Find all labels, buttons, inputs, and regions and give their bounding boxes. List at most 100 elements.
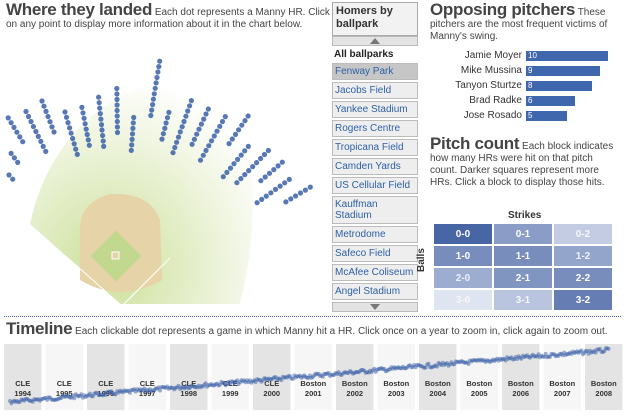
timeline-game-dot[interactable] — [593, 350, 598, 355]
hr-dot[interactable] — [268, 190, 274, 196]
hr-dot[interactable] — [239, 122, 245, 128]
hr-dot[interactable] — [229, 136, 235, 142]
pitcher-row[interactable]: Jamie Moyer 10 — [430, 48, 622, 63]
hr-dot[interactable] — [15, 159, 21, 165]
hr-dot[interactable] — [114, 85, 120, 92]
hr-dot[interactable] — [152, 85, 158, 91]
pitch-count-cell[interactable]: 2-2 — [554, 268, 612, 288]
all-ballparks-option[interactable]: All ballparks — [334, 49, 394, 60]
hr-dot[interactable] — [242, 148, 248, 154]
pitch-count-cell[interactable]: 1-2 — [554, 246, 612, 266]
hr-dot[interactable] — [254, 160, 260, 166]
hr-dot[interactable] — [71, 141, 77, 147]
timeline-game-dot[interactable] — [176, 383, 181, 388]
hr-dot[interactable] — [242, 118, 248, 124]
hr-dot[interactable] — [20, 139, 26, 145]
ballpark-item-mcafee-coliseum[interactable]: McAfee Coliseum — [332, 264, 418, 281]
pitcher-bar[interactable]: 8 — [526, 81, 592, 91]
hr-dot[interactable] — [293, 193, 299, 199]
hr-dot[interactable] — [258, 155, 264, 162]
pitcher-row[interactable]: Brad Radke 6 — [430, 93, 622, 108]
hr-dot[interactable] — [98, 122, 105, 128]
hr-dot[interactable] — [114, 124, 120, 130]
pitcher-bar[interactable]: 9 — [526, 66, 600, 76]
hr-dot[interactable] — [194, 131, 200, 137]
timeline-game-dot[interactable] — [435, 364, 440, 369]
hr-dot[interactable] — [114, 91, 120, 97]
ballpark-item-rogers-centre[interactable]: Rogers Centre — [332, 120, 418, 137]
hr-dot[interactable] — [185, 108, 191, 114]
hr-dot[interactable] — [211, 133, 217, 139]
hr-dot[interactable] — [235, 156, 241, 162]
hr-dot[interactable] — [302, 187, 308, 193]
hr-dot[interactable] — [130, 120, 136, 126]
hr-dot[interactable] — [170, 150, 176, 156]
hr-dot[interactable] — [39, 98, 45, 104]
hr-dot[interactable] — [181, 118, 187, 125]
hr-dot[interactable] — [86, 142, 92, 148]
hr-dot[interactable] — [188, 98, 194, 104]
hr-dot[interactable] — [259, 196, 265, 202]
scroll-up-button[interactable] — [332, 36, 418, 46]
hr-dot[interactable] — [307, 184, 313, 190]
hr-dot[interactable] — [245, 143, 251, 149]
timeline-year-column[interactable] — [336, 344, 374, 410]
timeline-game-dot[interactable] — [606, 346, 611, 351]
hr-dot[interactable] — [67, 125, 73, 131]
timeline-year-column[interactable] — [419, 344, 457, 410]
hr-dot[interactable] — [62, 109, 68, 115]
timeline-game-dot[interactable] — [466, 362, 471, 366]
timeline-year-column[interactable] — [377, 344, 416, 410]
hr-dot[interactable] — [70, 135, 76, 142]
timeline-game-dot[interactable] — [543, 351, 548, 356]
hr-dot[interactable] — [266, 170, 273, 176]
hr-dot[interactable] — [160, 131, 166, 137]
hr-dot[interactable] — [33, 128, 39, 135]
hr-dot[interactable] — [187, 103, 193, 109]
hr-dot[interactable] — [114, 96, 120, 103]
ballpark-item-angel-stadium[interactable]: Angel Stadium — [332, 283, 418, 300]
hr-dot[interactable] — [38, 138, 44, 144]
hr-dot[interactable] — [129, 136, 135, 142]
hr-dot[interactable] — [11, 124, 17, 130]
home-run-dots[interactable] — [5, 58, 313, 206]
timeline-year-column[interactable] — [170, 344, 208, 410]
hr-dot[interactable] — [10, 176, 16, 182]
pitcher-bar[interactable]: 5 — [526, 111, 567, 121]
hr-dot[interactable] — [97, 105, 103, 111]
hr-dot[interactable] — [226, 141, 232, 147]
hr-dot[interactable] — [154, 74, 160, 81]
hr-dot[interactable] — [149, 107, 155, 113]
pitch-count-cell[interactable]: 1-0 — [434, 246, 492, 266]
hr-dot[interactable] — [220, 174, 226, 180]
hr-dot[interactable] — [65, 120, 71, 126]
hr-dot[interactable] — [238, 176, 244, 182]
hr-dot[interactable] — [198, 121, 204, 127]
hr-dot[interactable] — [28, 118, 34, 125]
hr-dot[interactable] — [114, 118, 120, 125]
hr-dot[interactable] — [99, 127, 105, 133]
hr-dot[interactable] — [189, 141, 195, 147]
hr-dot[interactable] — [96, 100, 102, 106]
hr-dot[interactable] — [265, 147, 271, 154]
hr-dot[interactable] — [279, 159, 285, 165]
hr-dot[interactable] — [11, 155, 17, 161]
pitch-count-cell[interactable]: 0-2 — [554, 224, 612, 244]
hr-dot[interactable] — [114, 113, 120, 119]
ballpark-item-metrodome[interactable]: Metrodome — [332, 226, 418, 243]
hr-dot[interactable] — [271, 167, 277, 173]
hr-dot[interactable] — [258, 178, 264, 184]
timeline-game-dot[interactable] — [579, 348, 584, 353]
hr-dot[interactable] — [179, 124, 185, 130]
hr-dot[interactable] — [128, 147, 134, 153]
hr-dot[interactable] — [150, 102, 156, 108]
hr-dot[interactable] — [277, 183, 283, 189]
hr-dot[interactable] — [148, 112, 154, 119]
timeline-game-dot[interactable] — [423, 365, 428, 370]
hr-dot[interactable] — [5, 115, 11, 121]
hr-dot[interactable] — [153, 80, 159, 86]
timeline-year-column[interactable] — [585, 344, 623, 410]
ballpark-item-camden-yards[interactable]: Camden Yards — [332, 158, 418, 175]
pitcher-bar[interactable]: 6 — [526, 96, 575, 106]
pitch-count-cell[interactable]: 1-1 — [494, 246, 552, 266]
